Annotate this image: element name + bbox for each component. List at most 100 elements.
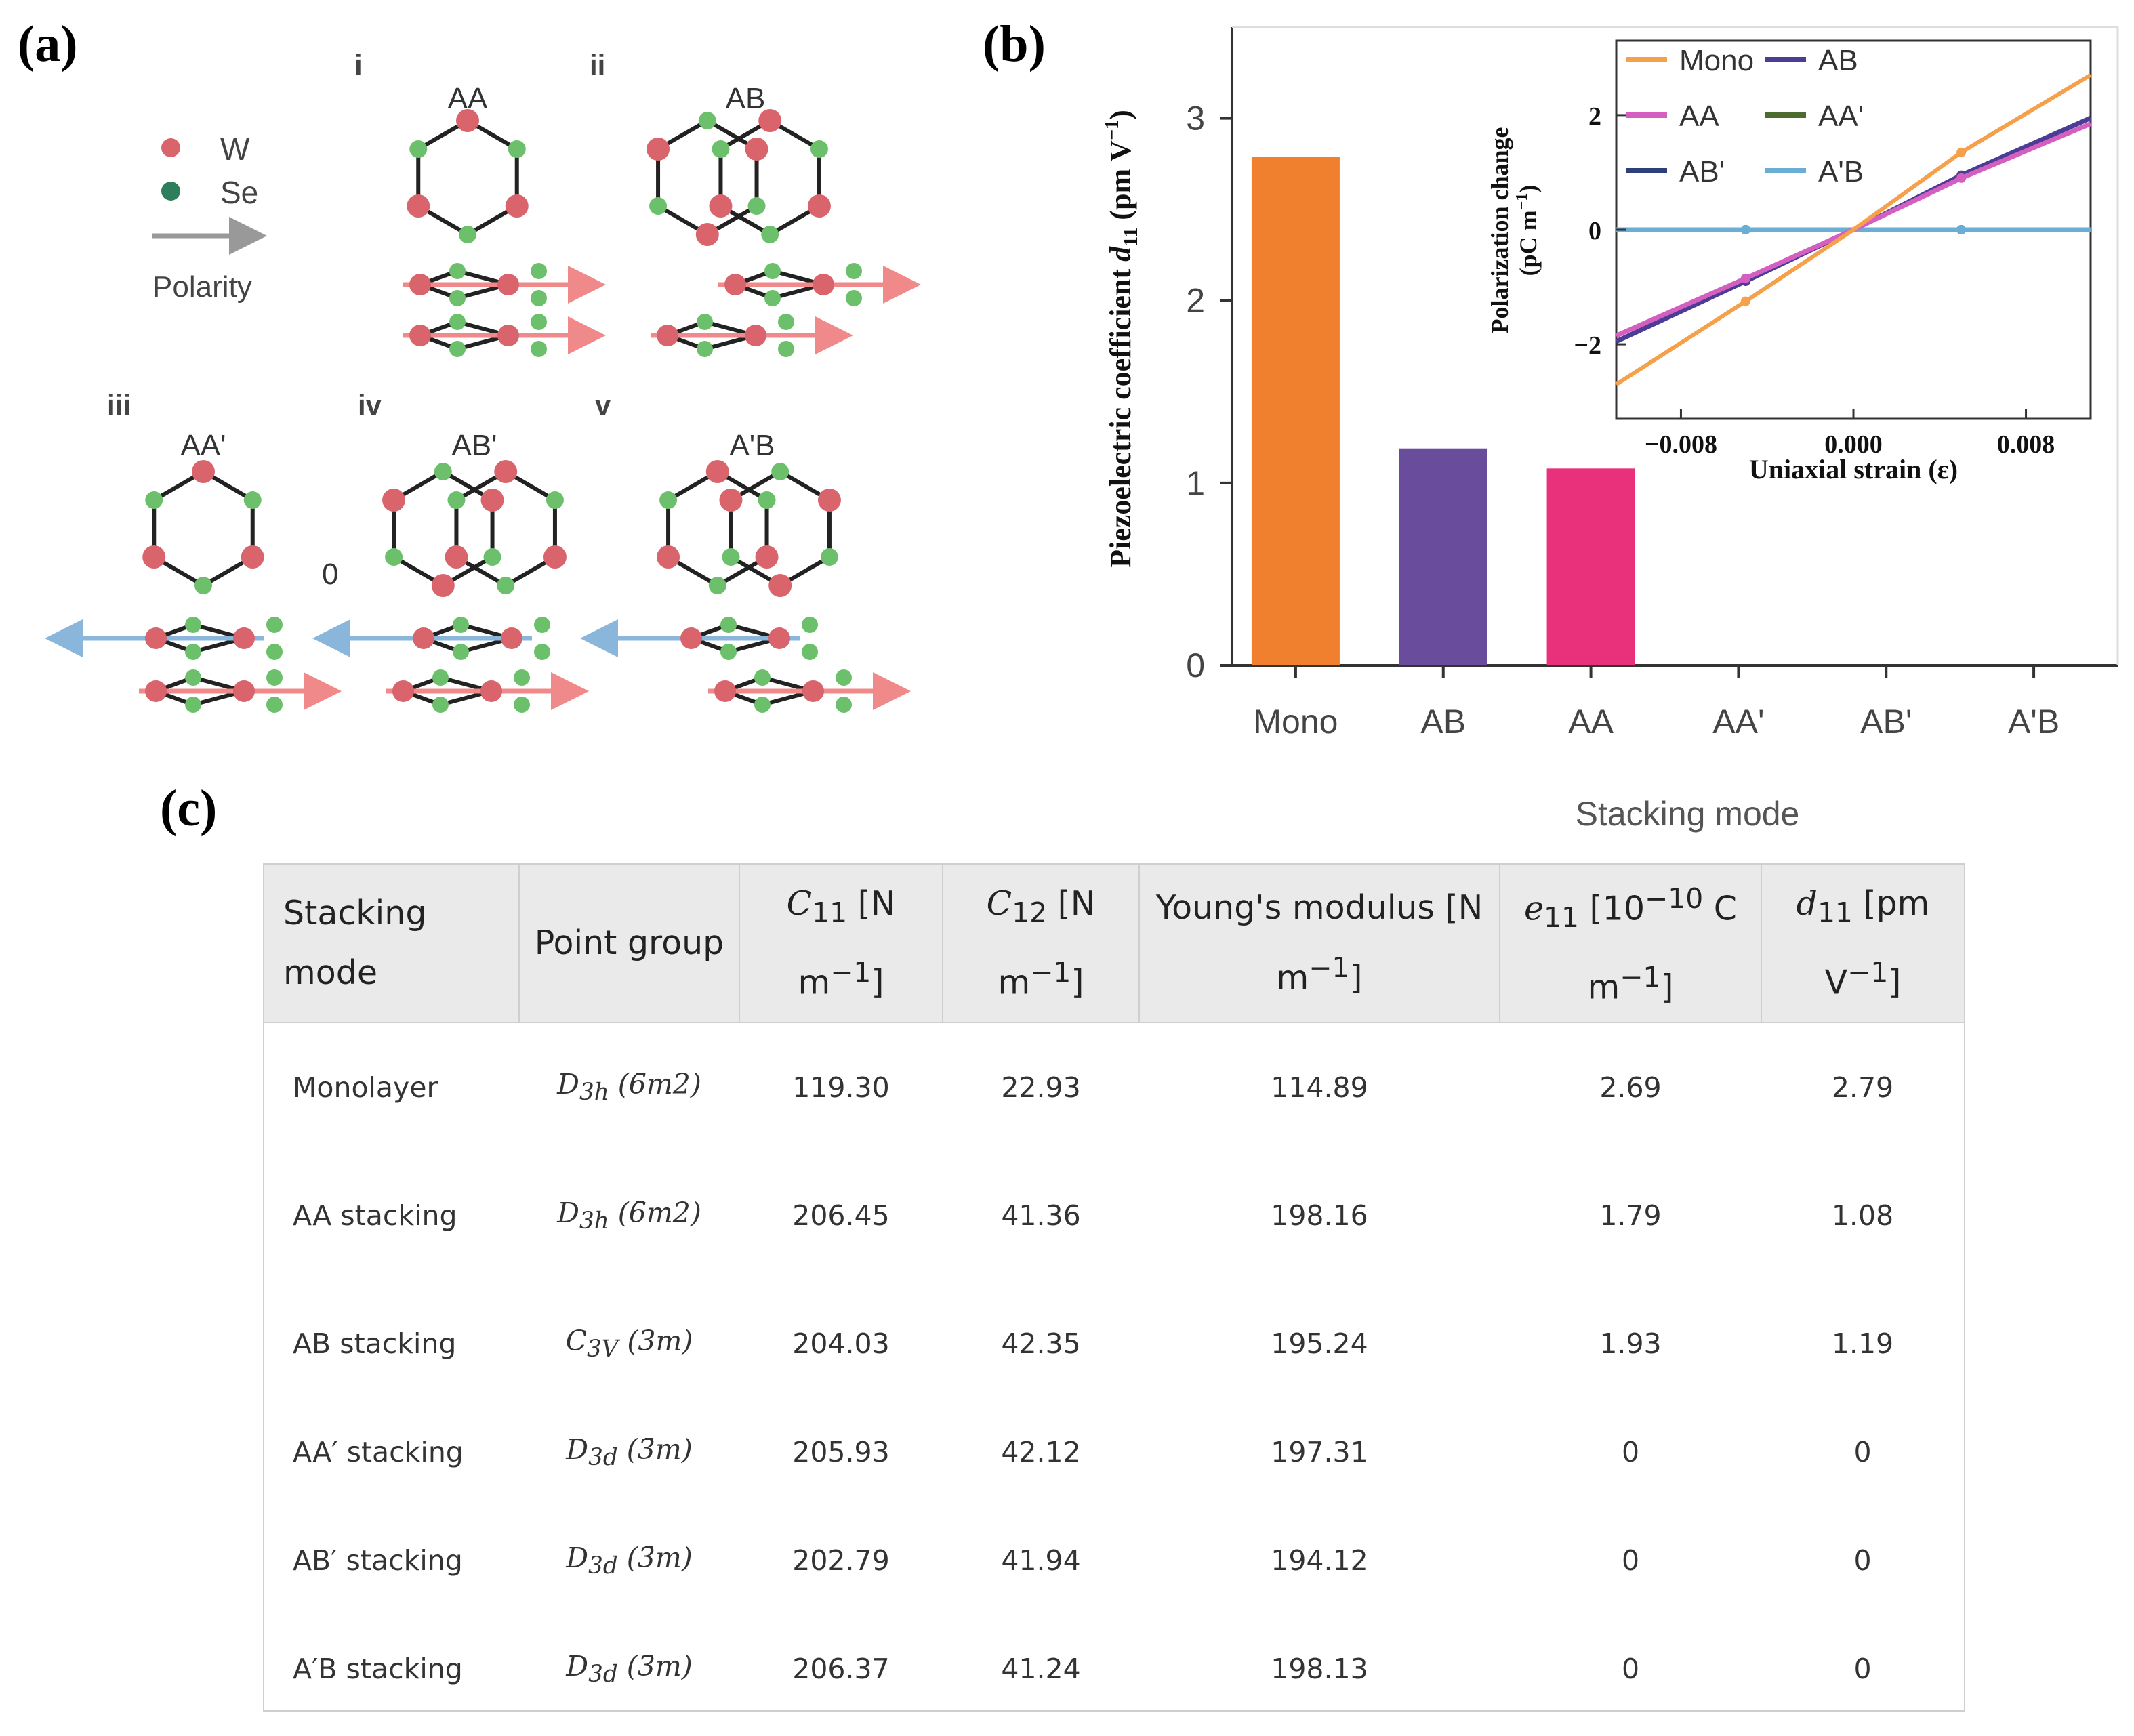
cell-stacking-mode: AB stacking	[293, 1327, 457, 1360]
cell-c12: 22.93	[1001, 1071, 1081, 1104]
header-stacking-mode: Stacking mode	[264, 865, 520, 1023]
cell-d11: 0	[1853, 1436, 1872, 1468]
w-atom	[431, 574, 455, 597]
se-atom	[761, 226, 779, 243]
config-iii-roman: iii	[107, 389, 131, 421]
inset-point	[1956, 147, 1967, 157]
se-atom	[820, 548, 838, 566]
inset-legend-label: AB	[1818, 44, 1858, 77]
inset-axes: −0.008 0.000 0.008 −2 0 2	[1574, 102, 2055, 459]
legend-se: Se	[161, 175, 258, 210]
piezo-bar-chart: 0 1 2 3 Mono AB AA AA' AB' A'B Stacking mode Piez…	[1102, 26, 2119, 833]
cell-c11: 204.03	[792, 1327, 890, 1360]
bar-category-label: A'B	[2008, 703, 2059, 741]
cell-stacking-mode: A′B stacking	[293, 1653, 463, 1685]
cell-c11: 206.45	[792, 1199, 890, 1232]
bar-ytick-label: 0	[1186, 646, 1205, 684]
se-atom	[810, 140, 828, 158]
w-atom	[745, 138, 768, 161]
cell-c11: 202.79	[792, 1544, 890, 1577]
cell-c12: 41.94	[1001, 1544, 1081, 1577]
cell-c12: 41.24	[1001, 1653, 1081, 1685]
cell-e11: 1.93	[1599, 1327, 1662, 1360]
se-atom	[194, 577, 212, 594]
se-atom	[409, 140, 428, 158]
w-atom	[807, 194, 831, 218]
cell-c11: 205.93	[792, 1436, 890, 1468]
cell-stacking-mode: AA′ stacking	[293, 1436, 464, 1468]
cell-d11: 1.19	[1831, 1327, 1894, 1360]
inset-ylabel-line1: Polarization change	[1486, 127, 1513, 334]
bar-category-label: AB	[1420, 703, 1466, 741]
bar-category-label: AA'	[1712, 703, 1764, 741]
header-d11: d11 [pm V−1]	[1761, 865, 1964, 1023]
se-atom	[447, 491, 466, 509]
table-header-row: Stacking mode Point group C11 [N m−1] C1…	[264, 865, 1964, 1023]
config-iv-roman: iv	[358, 389, 382, 421]
legend-se-label: Se	[220, 175, 258, 210]
inset-point	[1740, 225, 1750, 234]
se-atom	[708, 577, 726, 594]
w-atom	[445, 545, 468, 569]
legend-polarity-label: Polarity	[152, 270, 252, 304]
w-atom	[543, 545, 567, 569]
w-atom	[758, 109, 782, 132]
side-layer	[45, 617, 283, 660]
inset-xtick-label: 0.008	[1997, 430, 2055, 459]
config-v-roman: v	[595, 389, 611, 421]
inset-legend: Mono AB AA AA' AB' A'B	[1626, 44, 1864, 188]
inset-xlabel: Uniaxial strain (ε)	[1749, 454, 1958, 484]
panel-a-label: (a)	[18, 16, 78, 73]
bar-category-label: AB'	[1860, 703, 1912, 741]
cell-stacking-mode: Monolayer	[293, 1071, 438, 1104]
w-atom	[407, 194, 430, 218]
cell-e11: 0	[1621, 1653, 1640, 1685]
inset-legend-label: Mono	[1679, 44, 1754, 77]
se-atom	[243, 491, 262, 509]
cell-d11: 0	[1853, 1544, 1872, 1577]
cell-youngs-modulus: 197.31	[1271, 1436, 1368, 1468]
se-atom	[722, 548, 740, 566]
cell-e11: 2.69	[1599, 1071, 1662, 1104]
inset-legend-label: A'B	[1818, 155, 1864, 188]
side-layer	[580, 617, 818, 660]
bar-category-label: Mono	[1253, 703, 1338, 741]
w-atom	[817, 489, 841, 512]
w-atom	[709, 194, 733, 218]
panel-c-label: (c)	[160, 780, 218, 837]
inset-ytick-label: 0	[1588, 217, 1601, 245]
se-atom	[483, 548, 501, 566]
cell-stacking-mode: AA stacking	[293, 1199, 457, 1232]
inset-point	[1740, 273, 1750, 283]
cell-c12: 42.12	[1001, 1436, 1081, 1468]
table-row: Monolayer D3h (6̄m2) 119.30 22.93 114.89 2.69…	[264, 1022, 1964, 1151]
header-c12: C12 [N m−1]	[943, 865, 1140, 1023]
hexagon-ring	[152, 469, 255, 588]
w-atom	[142, 545, 166, 569]
w-atom	[505, 194, 529, 218]
cell-point-group: D3d (3̄m)	[566, 1649, 693, 1689]
se-atom	[508, 140, 526, 158]
cell-d11: 2.79	[1831, 1071, 1894, 1104]
inset-legend-label: AB'	[1679, 155, 1725, 188]
table-row: A′B stacking D3d (3̄m) 206.37 41.24 198.13 0 0	[264, 1624, 1964, 1714]
hexagon-top-views	[142, 109, 841, 597]
cell-youngs-modulus: 194.12	[1271, 1544, 1368, 1577]
cell-e11: 0	[1621, 1436, 1640, 1468]
w-atom	[480, 489, 504, 512]
cell-point-group: D3d (3̄m)	[566, 1541, 693, 1580]
w-atom	[705, 460, 729, 483]
stacking-diagram: W Se Polarity i AA ii AB iii AA' iv AB' …	[45, 49, 921, 713]
header-youngs-modulus: Young's modulus [N m−1]	[1139, 865, 1500, 1023]
w-atom	[719, 489, 743, 512]
side-layer	[386, 669, 589, 713]
table-row: AA stacking D3h (6̄m2) 206.45 41.36 198.16 1.…	[264, 1151, 1964, 1280]
cell-point-group: D3d (3̄m)	[566, 1432, 693, 1472]
w-atom	[657, 545, 680, 569]
zero-label: 0	[322, 558, 338, 591]
cell-d11: 0	[1853, 1653, 1872, 1685]
side-layer	[651, 314, 853, 357]
se-atom	[145, 491, 163, 509]
inset-legend-label: AA	[1679, 100, 1719, 133]
inset-lines	[1615, 73, 2092, 386]
